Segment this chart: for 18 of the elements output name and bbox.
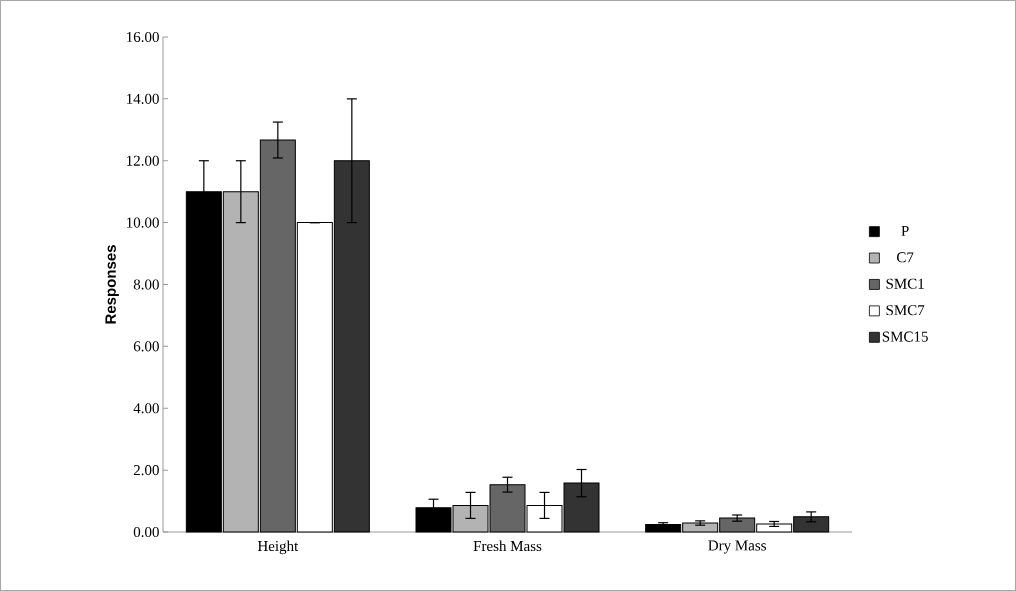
- y-tick-label: 2.00: [133, 465, 159, 476]
- legend-label: SMC7: [886, 305, 925, 316]
- y-axis-title: Responses: [105, 245, 119, 324]
- legend-label: SMC1: [886, 278, 924, 289]
- y-tick-label: 16.00: [127, 31, 159, 43]
- x-tick-label: Height: [257, 540, 299, 555]
- x-tick-label: Dry Mass: [708, 540, 766, 554]
- legend-label: P: [901, 225, 909, 236]
- y-tick-label: 6.00: [133, 341, 159, 352]
- y-tick-label: 8.00: [133, 279, 159, 290]
- y-tick-label: 14.00: [127, 93, 159, 104]
- y-tick-label: 4.00: [133, 403, 159, 414]
- legend-label: SMC15: [882, 331, 928, 342]
- x-tick-label: Fresh Mass: [473, 540, 542, 552]
- y-tick-label: 10.00: [127, 217, 159, 228]
- y-tick-label: 12.00: [127, 155, 159, 166]
- y-tick-label: 0.00: [133, 526, 159, 538]
- legend-label: C7: [897, 252, 914, 263]
